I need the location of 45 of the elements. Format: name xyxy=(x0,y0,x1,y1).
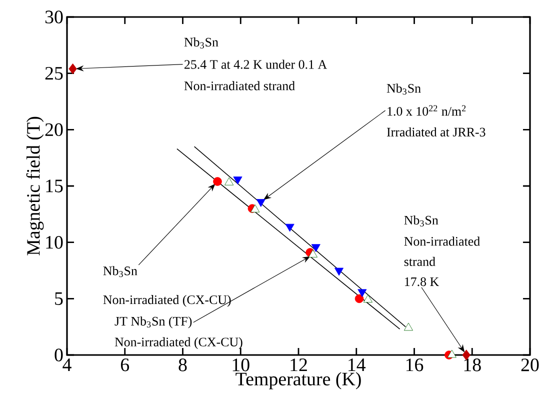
point xyxy=(334,268,344,276)
annotation: Non-irradiated (CX-CU) xyxy=(103,295,231,307)
y-tick-label: 20 xyxy=(45,123,63,136)
y-axis-title: Magnetic field (T) xyxy=(26,116,44,256)
y-tick-label: 5 xyxy=(55,292,63,305)
y-tick-label: 25 xyxy=(45,66,63,80)
point xyxy=(256,199,266,207)
x-tick-label: 14 xyxy=(348,358,366,372)
annotation: Nb$_{3}$Sn xyxy=(103,266,138,278)
y-tick-label: 0 xyxy=(54,348,63,362)
point xyxy=(233,176,242,184)
x-tick-label: 6 xyxy=(120,358,130,372)
annotation: Nb$_{3}$Sn xyxy=(386,84,421,95)
annotation: Non-irradiated (CX-CU) xyxy=(114,337,242,350)
annotation: 1.0 x 10$^{22}$ n/m$^{2}$ xyxy=(388,105,466,116)
annotation: strand xyxy=(404,256,436,266)
annotation: 17.8 K xyxy=(405,277,439,286)
x-axis-title: Temperature (K) xyxy=(236,372,361,390)
point xyxy=(213,177,222,186)
x-tick-label: 20 xyxy=(521,358,539,372)
x-tick-label: 12 xyxy=(290,358,307,372)
x-tick-label: 16 xyxy=(406,358,424,372)
point xyxy=(358,289,367,298)
annotation: Irradiated at JRR-3 xyxy=(386,127,486,136)
y-tick-label: 15 xyxy=(46,180,63,192)
y-tick-label: 10 xyxy=(46,236,63,249)
annotation: 25.4 T at 4.2 K under 0.1 A xyxy=(184,60,328,69)
annotation: Non-irradiated strand xyxy=(184,81,295,90)
x-tick-label: 4 xyxy=(62,358,72,371)
point xyxy=(447,350,456,358)
point xyxy=(68,63,77,74)
point xyxy=(363,294,372,302)
point xyxy=(308,250,318,258)
x-tick-label: 18 xyxy=(464,358,481,372)
point xyxy=(404,322,413,331)
annotation: Nb$_{3}$Sn xyxy=(184,37,218,48)
annotation: JT Nb$_{3}$Sn (TF) xyxy=(114,316,192,328)
point xyxy=(354,294,364,304)
point xyxy=(285,224,294,232)
annotation: Non-irradiated xyxy=(404,236,480,246)
annotation: Nb$_{3}$Sn xyxy=(404,215,438,226)
x-tick-label: 10 xyxy=(232,358,250,372)
y-tick-label: 30 xyxy=(45,10,63,24)
x-tick-label: 8 xyxy=(178,358,187,372)
point xyxy=(311,244,320,252)
